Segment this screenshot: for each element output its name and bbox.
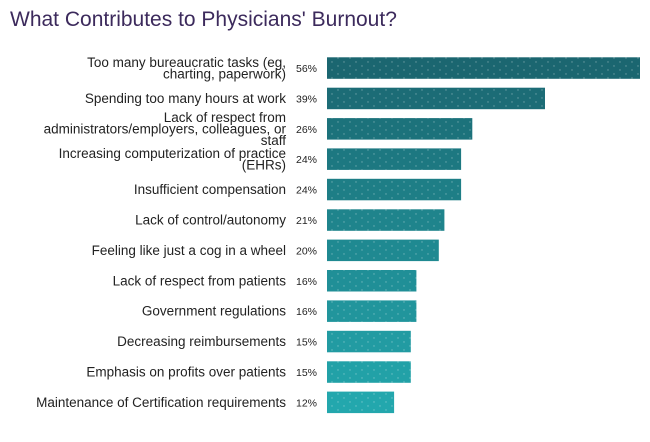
category-label-4: Increasing computerization of practice (E…	[59, 146, 286, 173]
value-label-10: 15%	[296, 337, 317, 349]
value-label-4: 24%	[296, 154, 317, 166]
category-label-2: Spending too many hours at work	[85, 91, 286, 106]
bar-texture-6	[327, 209, 445, 231]
category-label-9: Government regulations	[142, 304, 286, 319]
value-label-9: 16%	[296, 306, 317, 318]
bar-texture-12	[327, 391, 395, 414]
bar-texture-2	[327, 87, 545, 110]
bar-texture-11	[327, 361, 411, 383]
category-label-12: Maintenance of Certification requirement…	[36, 395, 286, 410]
category-label-7: Feeling like just a cog in a wheel	[92, 243, 286, 258]
value-label-5: 24%	[296, 185, 317, 197]
category-label-11: Emphasis on profits over patients	[86, 365, 286, 380]
bar-texture-9	[327, 300, 417, 322]
category-label-1: Too many bureaucratic tasks (eg, charting…	[87, 55, 286, 82]
category-label-3: Lack of respect from administrators/emplo…	[44, 110, 287, 148]
bar-texture-7	[327, 239, 439, 262]
bar-texture-1	[327, 57, 640, 79]
category-label-5: Insufficient compensation	[134, 182, 286, 197]
value-label-7: 20%	[296, 245, 317, 257]
chart-title: What Contributes to Physicians' Burnout?	[10, 8, 397, 31]
bar-texture-8	[327, 270, 417, 292]
category-label-6: Lack of control/autonomy	[135, 213, 286, 228]
category-label-8: Lack of respect from patients	[113, 273, 287, 288]
bar-texture-3	[327, 118, 473, 140]
bar-texture-4	[327, 148, 462, 170]
value-label-11: 15%	[296, 367, 317, 379]
bar-texture-10	[327, 330, 411, 353]
value-label-6: 21%	[296, 215, 317, 227]
bar-texture-5	[327, 178, 462, 201]
category-label-10: Decreasing reimbursements	[117, 334, 286, 349]
value-label-3: 26%	[296, 124, 317, 136]
value-label-1: 56%	[296, 63, 317, 75]
value-label-12: 12%	[296, 397, 317, 409]
value-label-8: 16%	[296, 276, 317, 288]
value-label-2: 39%	[296, 93, 317, 105]
